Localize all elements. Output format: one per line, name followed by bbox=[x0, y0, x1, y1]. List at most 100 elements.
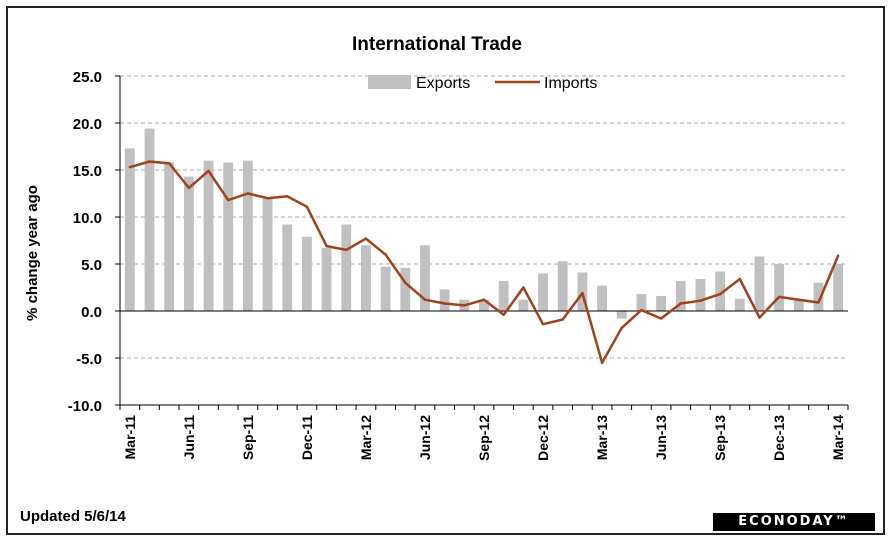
legend-imports-label: Imports bbox=[544, 75, 597, 92]
imports-point bbox=[286, 195, 289, 198]
y-tick-label: 10.0 bbox=[73, 210, 102, 227]
imports-point bbox=[836, 254, 840, 257]
exports-bar bbox=[341, 224, 352, 311]
y-tick-labels: 25.0 20.0 15.0 10.0 5.0 0.0 -5.0 -10.0 bbox=[68, 69, 102, 415]
imports-line bbox=[129, 160, 840, 364]
exports-bar bbox=[203, 160, 214, 311]
exports-bar bbox=[282, 224, 293, 311]
imports-point bbox=[659, 317, 663, 320]
imports-line-group bbox=[128, 160, 840, 364]
imports-point bbox=[207, 169, 210, 173]
x-tick-label: Dec-12 bbox=[535, 415, 551, 461]
imports-point bbox=[817, 301, 820, 304]
imports-point bbox=[797, 298, 801, 301]
exports-bar bbox=[498, 280, 509, 311]
x-tick-label: Mar-14 bbox=[830, 415, 846, 460]
exports-bar bbox=[479, 299, 489, 311]
x-tick-label: Sep-11 bbox=[240, 415, 256, 460]
exports-bar bbox=[813, 282, 824, 311]
imports-point bbox=[463, 304, 466, 307]
imports-point bbox=[246, 192, 250, 195]
x-tick-label: Mar-13 bbox=[594, 415, 610, 460]
exports-bar bbox=[557, 261, 568, 311]
updated-date: Updated 5/6/14 bbox=[20, 508, 126, 525]
legend-exports-swatch bbox=[368, 75, 411, 89]
exports-bar bbox=[715, 271, 726, 311]
exports-bar bbox=[242, 160, 253, 311]
x-tick-label: Dec-13 bbox=[771, 415, 787, 461]
imports-point bbox=[758, 316, 761, 319]
axes bbox=[119, 76, 849, 410]
x-tick-label: Mar-11 bbox=[122, 415, 138, 460]
exports-bar bbox=[420, 245, 430, 311]
y-tick-label: 0.0 bbox=[81, 304, 102, 321]
imports-point bbox=[620, 326, 623, 330]
imports-point bbox=[345, 248, 348, 252]
imports-point bbox=[502, 313, 505, 316]
imports-point bbox=[325, 244, 328, 248]
exports-bar bbox=[361, 245, 371, 311]
exports-bar bbox=[262, 198, 273, 311]
imports-point bbox=[227, 198, 230, 202]
exports-bar bbox=[675, 280, 686, 311]
imports-point bbox=[777, 295, 781, 299]
gridlines bbox=[115, 75, 848, 406]
imports-point bbox=[541, 322, 545, 326]
y-tick-label: 25.0 bbox=[73, 69, 102, 86]
y-tick-label: 15.0 bbox=[73, 163, 102, 180]
imports-point bbox=[561, 318, 564, 321]
legend: Exports Imports bbox=[368, 75, 597, 92]
imports-point bbox=[640, 308, 643, 312]
x-tick-label: Jun-12 bbox=[417, 415, 433, 460]
x-tick-label: Dec-11 bbox=[299, 415, 315, 460]
imports-point bbox=[443, 302, 446, 305]
imports-point bbox=[423, 298, 427, 301]
y-tick-label: 20.0 bbox=[73, 116, 102, 133]
exports-bar bbox=[656, 295, 666, 311]
exports-bar bbox=[754, 256, 765, 311]
exports-bar bbox=[124, 148, 135, 311]
x-tick-label: Sep-12 bbox=[476, 415, 492, 461]
imports-point bbox=[522, 286, 525, 289]
exports-bar bbox=[616, 311, 627, 319]
exports-bar bbox=[321, 248, 332, 311]
exports-bar bbox=[636, 294, 647, 311]
imports-point bbox=[305, 205, 309, 208]
econoday-logo: ECONODAY™ bbox=[713, 513, 875, 531]
exports-bars bbox=[124, 128, 844, 319]
x-tick-label: Sep-13 bbox=[712, 415, 728, 461]
imports-point bbox=[187, 186, 191, 190]
exports-bar bbox=[144, 128, 155, 311]
exports-bar bbox=[577, 272, 588, 311]
exports-bar bbox=[164, 162, 175, 311]
imports-point bbox=[738, 277, 741, 281]
exports-bar bbox=[793, 299, 804, 311]
x-tick-label: Jun-13 bbox=[653, 415, 669, 460]
y-axis-label: % change year ago bbox=[24, 185, 41, 321]
imports-point bbox=[699, 299, 702, 302]
imports-point bbox=[148, 160, 151, 163]
imports-point bbox=[266, 197, 269, 200]
exports-bar bbox=[400, 267, 411, 311]
exports-bar bbox=[734, 298, 745, 311]
y-tick-label: -5.0 bbox=[76, 351, 102, 368]
x-tick-label: Mar-12 bbox=[358, 415, 374, 460]
imports-point bbox=[718, 292, 722, 296]
exports-bar bbox=[597, 285, 607, 311]
exports-bar bbox=[774, 264, 785, 311]
exports-bar bbox=[695, 279, 706, 311]
exports-bar bbox=[380, 266, 391, 311]
imports-point bbox=[482, 298, 486, 301]
imports-point bbox=[404, 281, 407, 284]
imports-point bbox=[600, 361, 604, 364]
imports-point bbox=[128, 165, 132, 169]
exports-bar bbox=[439, 289, 450, 311]
legend-exports-label: Exports bbox=[416, 75, 470, 92]
x-tick-label: Jun-11 bbox=[181, 415, 197, 460]
exports-bar bbox=[518, 299, 529, 311]
chart-title: International Trade bbox=[352, 34, 522, 55]
imports-point bbox=[581, 291, 584, 295]
exports-bar bbox=[833, 264, 844, 311]
exports-bar bbox=[223, 162, 234, 311]
